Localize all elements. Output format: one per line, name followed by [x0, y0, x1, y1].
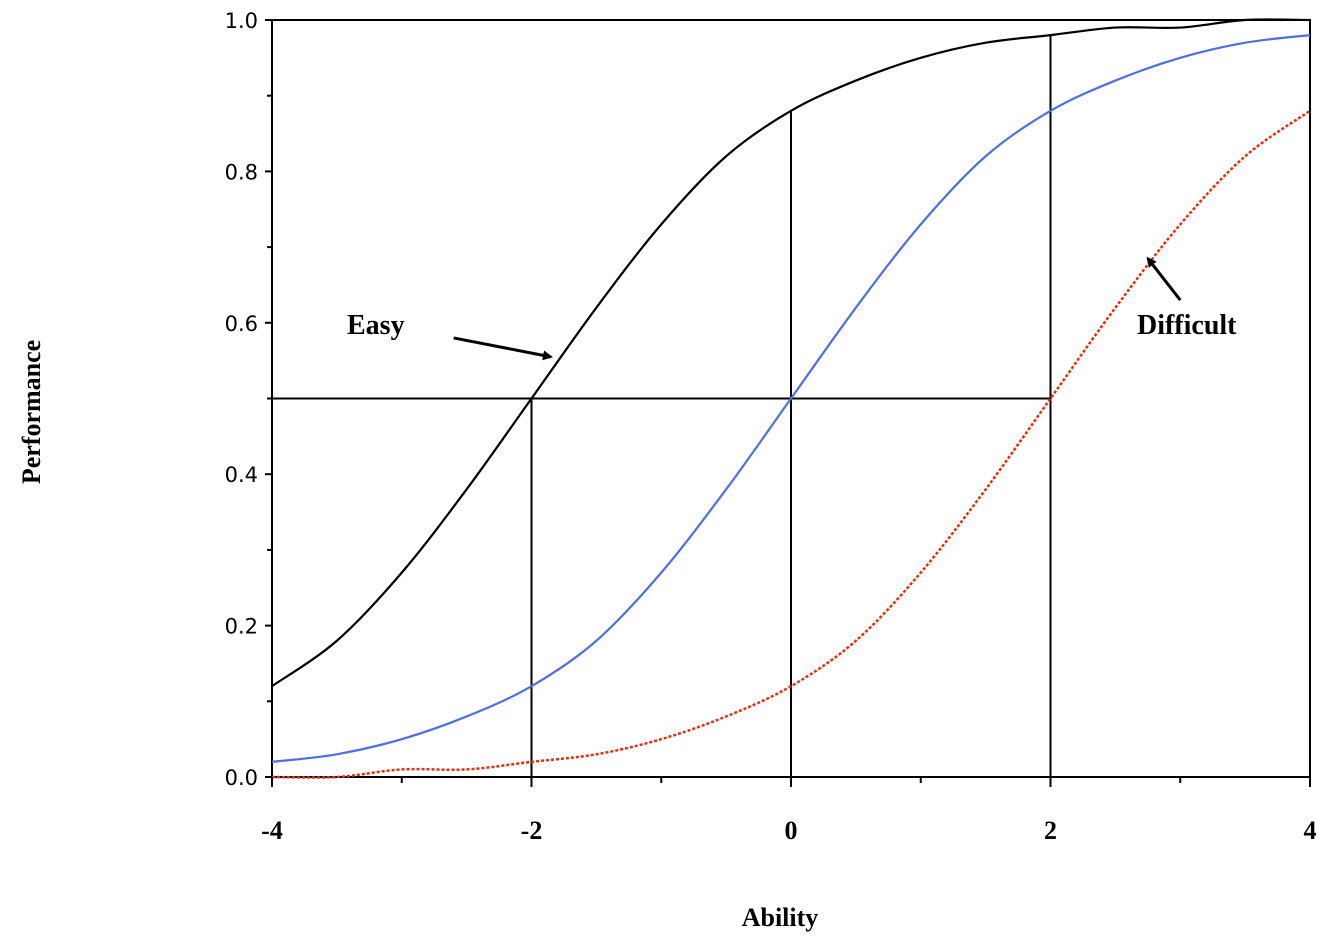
- y-tick-label: 1.0: [225, 9, 258, 33]
- series-line-1: [271, 34, 1311, 763]
- annotation-arrow-difficult: [1146, 256, 1182, 302]
- y-tick-label: 0.4: [225, 463, 258, 487]
- reference-lines: [272, 35, 1052, 777]
- series-line-0: [271, 18, 1311, 688]
- series-layer: [271, 18, 1311, 779]
- x-tick-label: -4: [261, 816, 283, 845]
- ticks-layer: 0.0 0.2 0.4 0.6 0.8 1.0 -4 -2 0 2 4: [225, 9, 1317, 845]
- y-axis-label: Performance: [17, 340, 46, 484]
- annotation-label-difficult: Difficult: [1137, 310, 1237, 341]
- x-tick-label: -2: [521, 816, 543, 845]
- x-axis-label: Ability: [742, 903, 819, 932]
- x-tick-label: 4: [1304, 816, 1317, 845]
- x-tick-label: 2: [1044, 816, 1057, 845]
- y-tick-label: 0.8: [225, 160, 258, 184]
- y-tick-label: 0.6: [225, 312, 258, 336]
- annotation-label-easy: Easy: [347, 310, 405, 341]
- series-line-2: [271, 109, 1311, 779]
- y-tick-label: 0.2: [225, 615, 258, 639]
- annotations-layer: Easy Difficult: [347, 256, 1237, 361]
- y-tick-label: 0.0: [225, 766, 258, 790]
- annotation-arrow-easy: [453, 336, 553, 361]
- x-tick-label: 0: [785, 816, 798, 845]
